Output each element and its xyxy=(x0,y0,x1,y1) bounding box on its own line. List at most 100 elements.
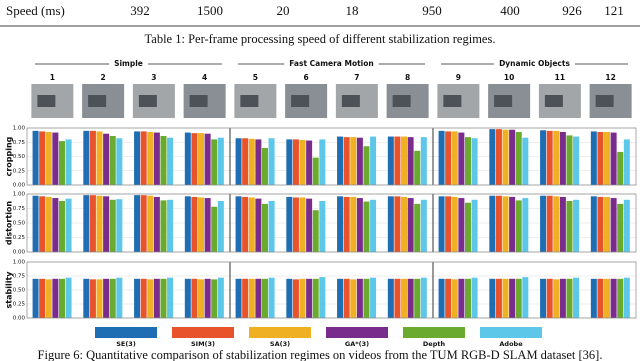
bar xyxy=(343,278,350,318)
bar xyxy=(83,130,90,185)
bar xyxy=(597,196,604,252)
thumbnail-detail xyxy=(88,95,107,107)
bar xyxy=(312,157,319,185)
bar xyxy=(109,278,116,318)
bar xyxy=(445,196,452,252)
bar xyxy=(438,196,445,252)
bar xyxy=(617,278,624,318)
y-tick-label: 0.00 xyxy=(13,316,26,322)
bar xyxy=(337,136,344,185)
bar xyxy=(566,200,573,252)
bar xyxy=(96,131,103,185)
bar xyxy=(235,138,242,185)
bar xyxy=(407,278,414,318)
bar xyxy=(198,197,205,252)
bar xyxy=(420,199,427,252)
bar xyxy=(573,199,580,252)
bar xyxy=(153,132,160,185)
table-cell: 400 xyxy=(500,3,520,18)
y-tick-label: 0.00 xyxy=(13,250,26,256)
bar xyxy=(363,278,370,318)
bar xyxy=(109,199,116,252)
thumbnail-detail xyxy=(341,95,360,107)
bar xyxy=(45,279,52,318)
bar xyxy=(604,131,611,185)
bar xyxy=(515,278,522,318)
y-axis-label: cropping xyxy=(5,136,14,176)
bar xyxy=(590,196,597,252)
bar xyxy=(337,278,344,318)
legend-label: Depth xyxy=(423,340,446,348)
bar xyxy=(292,139,299,185)
bar xyxy=(204,133,211,185)
bar xyxy=(623,139,630,185)
bar xyxy=(211,279,218,318)
bar xyxy=(217,137,224,185)
bar xyxy=(420,137,427,185)
thumbnail-detail xyxy=(494,95,513,107)
bar xyxy=(217,277,224,318)
y-tick-label: 0.25 xyxy=(13,168,26,174)
bar xyxy=(140,131,147,185)
bar xyxy=(52,132,59,185)
bar xyxy=(58,278,65,318)
bar xyxy=(458,132,465,185)
bar xyxy=(420,277,427,318)
bar xyxy=(502,196,509,252)
bar xyxy=(458,198,465,252)
bar xyxy=(515,200,522,252)
bar xyxy=(337,196,344,252)
bar xyxy=(248,197,255,252)
bar xyxy=(242,138,249,185)
bar xyxy=(58,141,65,185)
bar xyxy=(248,138,255,185)
bar xyxy=(160,135,167,185)
table-cell: 20 xyxy=(277,3,290,18)
bar xyxy=(268,138,275,185)
bar xyxy=(502,129,509,185)
bar xyxy=(350,279,357,318)
bar xyxy=(319,139,326,185)
table-cell: 392 xyxy=(130,3,150,18)
thumbnail-detail xyxy=(37,95,56,107)
bar xyxy=(167,137,174,185)
bar xyxy=(471,277,478,318)
bar xyxy=(610,132,617,185)
bar xyxy=(116,138,123,185)
bar xyxy=(89,195,96,252)
bar xyxy=(407,137,414,185)
bar xyxy=(39,196,46,252)
bar xyxy=(109,135,116,185)
bar xyxy=(140,278,147,318)
bar xyxy=(451,196,458,252)
bar xyxy=(502,278,509,318)
bar xyxy=(103,196,110,252)
bar xyxy=(96,195,103,252)
category-label: 3 xyxy=(151,73,156,82)
y-axis-label: stability xyxy=(5,271,14,309)
bar xyxy=(52,198,59,252)
bar xyxy=(394,278,401,318)
bar xyxy=(394,196,401,252)
bar xyxy=(343,196,350,252)
bar xyxy=(45,196,52,252)
y-tick-label: 0.75 xyxy=(13,140,26,146)
bar xyxy=(343,137,350,185)
bar xyxy=(573,136,580,185)
bar xyxy=(204,198,211,252)
legend-label: GA*(3) xyxy=(345,340,369,348)
bar xyxy=(522,198,529,252)
bar xyxy=(319,200,326,252)
category-label: 12 xyxy=(605,73,615,82)
bar xyxy=(89,130,96,185)
category-label: 4 xyxy=(202,73,207,82)
bar xyxy=(370,136,377,185)
bar xyxy=(559,196,566,252)
bar xyxy=(356,137,363,185)
bar xyxy=(198,279,205,318)
bar xyxy=(134,131,141,185)
bar xyxy=(471,138,478,185)
bar xyxy=(83,278,90,318)
bar xyxy=(559,278,566,318)
category-label: 6 xyxy=(304,73,309,82)
